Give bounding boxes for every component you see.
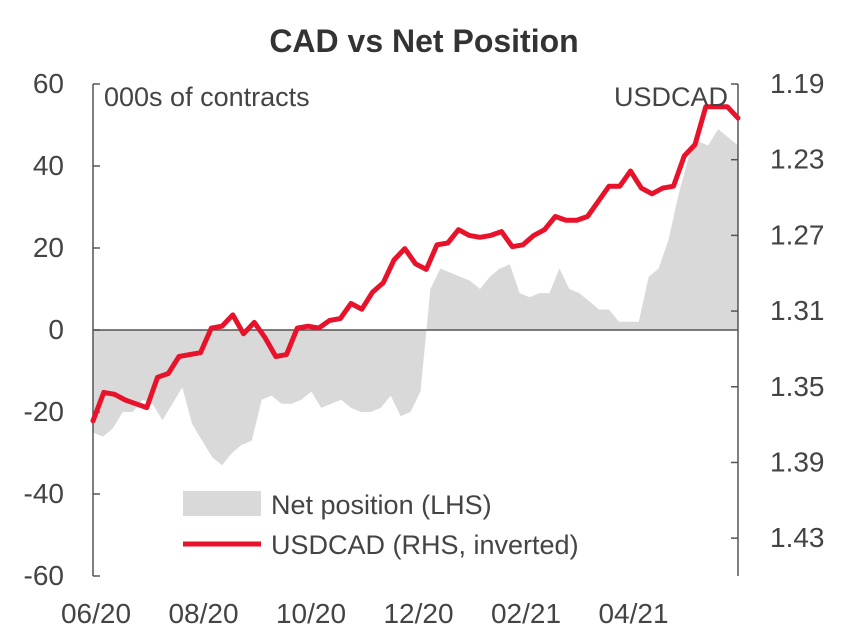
right-tick-label: 1.43 [770, 522, 825, 553]
right-tick-label: 1.19 [770, 68, 825, 99]
left-tick-label: 0 [48, 314, 64, 345]
legend: Net position (LHS) USDCAD (RHS, inverted… [183, 490, 579, 560]
x-tick-label: 12/20 [383, 598, 453, 629]
net-position-area [93, 129, 738, 466]
usdcad-line-layer [90, 104, 741, 424]
right-tick-label: 1.39 [770, 446, 825, 477]
right-axis-label: USDCAD [614, 82, 728, 112]
usdcad-line [90, 104, 741, 424]
axes: 60 40 20 0 -20 -40 -60 1.19 1.23 1.27 1.31 1.35 1.39… [24, 68, 825, 629]
left-tick-label: 60 [33, 68, 64, 99]
x-tick-label: 06/20 [61, 598, 131, 629]
right-tick-label: 1.31 [770, 295, 825, 326]
chart-title: CAD vs Net Position [269, 23, 578, 59]
legend-swatch-net-position [183, 491, 261, 516]
x-tick-label: 08/20 [168, 598, 238, 629]
x-tick-label: 10/20 [276, 598, 346, 629]
x-tick-label: 04/21 [598, 598, 668, 629]
left-axis-label: 000s of contracts [104, 82, 310, 112]
left-tick-label: -60 [24, 560, 64, 591]
left-tick-label: -40 [24, 478, 64, 509]
right-tick-label: 1.27 [770, 219, 825, 250]
right-tick-label: 1.23 [770, 144, 825, 175]
left-tick-label: 40 [33, 150, 64, 181]
x-tick-label: 02/21 [491, 598, 561, 629]
right-tick-label: 1.35 [770, 371, 825, 402]
left-tick-label: 20 [33, 232, 64, 263]
net-position-area-layer [93, 129, 738, 466]
left-tick-label: -20 [24, 396, 64, 427]
legend-label-usdcad: USDCAD (RHS, inverted) [271, 530, 579, 560]
legend-label-net-position: Net position (LHS) [271, 490, 492, 520]
